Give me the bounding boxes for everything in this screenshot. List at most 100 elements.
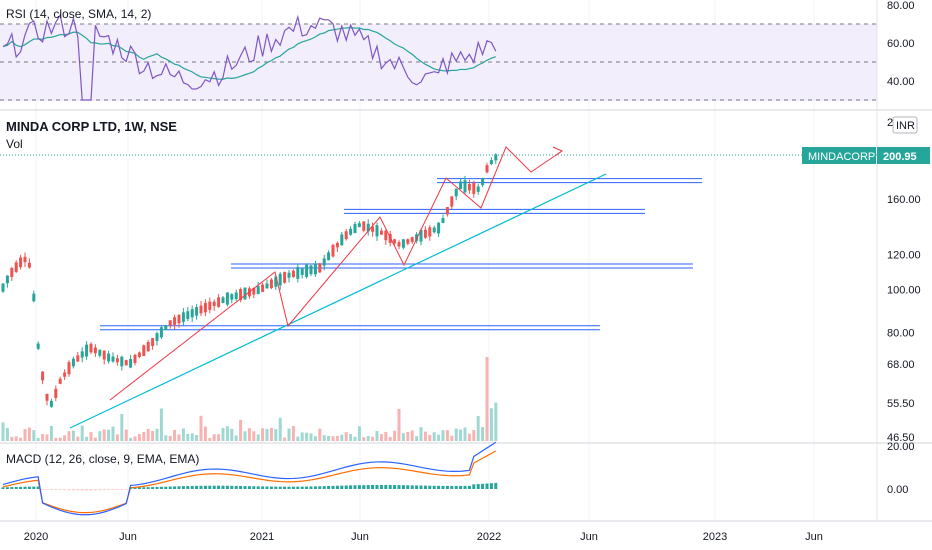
macd-histogram-bar bbox=[85, 489, 89, 491]
macd-histogram-bar bbox=[335, 485, 339, 489]
macd-histogram-bar bbox=[151, 487, 155, 489]
volume-bar bbox=[45, 434, 49, 441]
time-axis[interactable]: 2020 Jun 2021 Jun 2022 Jun 2023 Jun bbox=[24, 531, 823, 543]
volume-bar bbox=[467, 433, 471, 441]
macd-histogram-bar bbox=[1, 487, 5, 489]
candle-body bbox=[296, 267, 300, 279]
candle-body bbox=[239, 289, 243, 301]
macd-histogram-bar bbox=[71, 489, 75, 491]
volume-bar bbox=[305, 432, 309, 441]
volume-bar bbox=[454, 428, 458, 441]
price-axis-top-label: 2 bbox=[887, 117, 893, 129]
macd-histogram-bar bbox=[41, 489, 45, 490]
candle-body bbox=[445, 207, 449, 215]
volume-bar bbox=[379, 434, 383, 441]
candle-body bbox=[349, 228, 353, 235]
volume-bar bbox=[230, 428, 234, 441]
candle-body bbox=[208, 301, 212, 310]
macd-histogram-bar bbox=[137, 487, 141, 489]
candle-body bbox=[344, 231, 348, 240]
macd-histogram-bar bbox=[80, 489, 84, 491]
volume-bar bbox=[291, 426, 295, 441]
macd-histogram-bar bbox=[221, 485, 225, 489]
volume-bar bbox=[133, 436, 137, 441]
volume-bar bbox=[375, 430, 379, 441]
candle-body bbox=[269, 279, 273, 289]
macd-indicator-label[interactable]: MACD (12, 26, close, 9, EMA, EMA) bbox=[6, 452, 199, 466]
volume-bar bbox=[357, 426, 361, 441]
volume-bar bbox=[441, 430, 445, 441]
volume-bar bbox=[366, 436, 370, 441]
volume-bar bbox=[186, 433, 190, 441]
candle-body bbox=[120, 356, 124, 367]
volume-bar bbox=[287, 428, 291, 441]
macd-histogram-bar bbox=[19, 486, 23, 489]
candle-body bbox=[410, 237, 414, 242]
macd-histogram-bar bbox=[300, 486, 304, 489]
macd-histogram-bar bbox=[366, 485, 370, 489]
chart-drawings[interactable] bbox=[69, 173, 702, 429]
candle-body bbox=[63, 372, 67, 377]
projection-arrowhead bbox=[552, 146, 564, 157]
macd-histogram-bar bbox=[14, 486, 18, 489]
candle-body bbox=[384, 230, 388, 241]
volume-bar bbox=[19, 437, 23, 441]
candle-body bbox=[467, 183, 471, 191]
candle-body bbox=[283, 271, 287, 283]
volume-bar bbox=[67, 431, 71, 441]
macd-histogram-bar bbox=[10, 487, 14, 489]
currency-badge[interactable]: INR bbox=[892, 116, 918, 134]
volume-bar bbox=[124, 429, 128, 441]
candle-body bbox=[397, 242, 401, 247]
rsi-indicator-label[interactable]: RSI (14, close, SMA, 14, 2) bbox=[6, 7, 151, 21]
volume-bar bbox=[485, 357, 489, 441]
volume-bar bbox=[137, 434, 141, 441]
time-axis-label: 2022 bbox=[477, 531, 501, 543]
volume-bar bbox=[476, 416, 480, 441]
volume-bar bbox=[146, 428, 150, 441]
time-axis-label: Jun bbox=[119, 531, 137, 543]
volume-bar bbox=[283, 437, 287, 441]
volume-bar bbox=[481, 427, 485, 441]
last-price-label: 200.95 bbox=[883, 151, 917, 163]
rsi-ma-line bbox=[2, 26, 496, 80]
macd-signal-line bbox=[2, 450, 497, 514]
volume-bar bbox=[173, 429, 177, 441]
candle-body bbox=[168, 320, 172, 326]
projection-path bbox=[109, 146, 563, 401]
chart-path-drawing[interactable] bbox=[109, 146, 564, 401]
candle-body bbox=[476, 186, 480, 192]
macd-histogram-bar bbox=[423, 485, 427, 489]
candle-body bbox=[353, 224, 357, 233]
price-axis[interactable]: 160.00 120.00 100.00 80.00 68.00 55.50 46.50 80… bbox=[887, 0, 921, 496]
macd-histogram-bar bbox=[93, 489, 97, 491]
candle-body bbox=[454, 188, 458, 197]
volume-bar bbox=[327, 436, 331, 441]
candle-body bbox=[111, 356, 115, 362]
macd-histogram-bar bbox=[401, 485, 405, 489]
candle-body bbox=[203, 302, 207, 313]
candle-body bbox=[305, 264, 309, 277]
candle-body bbox=[230, 294, 234, 300]
candle-body bbox=[186, 311, 190, 320]
macd-histogram-bar bbox=[111, 489, 115, 490]
volume-label[interactable]: Vol bbox=[6, 137, 23, 151]
volume-bar bbox=[252, 431, 256, 441]
macd-histogram-bar bbox=[340, 485, 344, 489]
symbol-title[interactable]: MINDA CORP LTD, 1W, NSE bbox=[6, 119, 177, 134]
volume-bar bbox=[151, 431, 155, 441]
rsi-axis-label: 60.00 bbox=[887, 38, 915, 50]
volume-bar bbox=[190, 433, 194, 441]
candle-body bbox=[32, 293, 36, 302]
macd-axis-label: 20.00 bbox=[887, 441, 915, 453]
time-axis-label: 2023 bbox=[703, 531, 727, 543]
volume-bar bbox=[93, 437, 97, 441]
candle-body bbox=[432, 227, 436, 233]
volume-bar bbox=[423, 431, 427, 441]
macd-histogram-bar bbox=[393, 485, 397, 489]
macd-histogram-bar bbox=[406, 485, 410, 489]
volume-bar bbox=[208, 437, 212, 441]
macd-histogram-bar bbox=[357, 485, 361, 489]
macd-histogram-bar bbox=[190, 485, 194, 489]
